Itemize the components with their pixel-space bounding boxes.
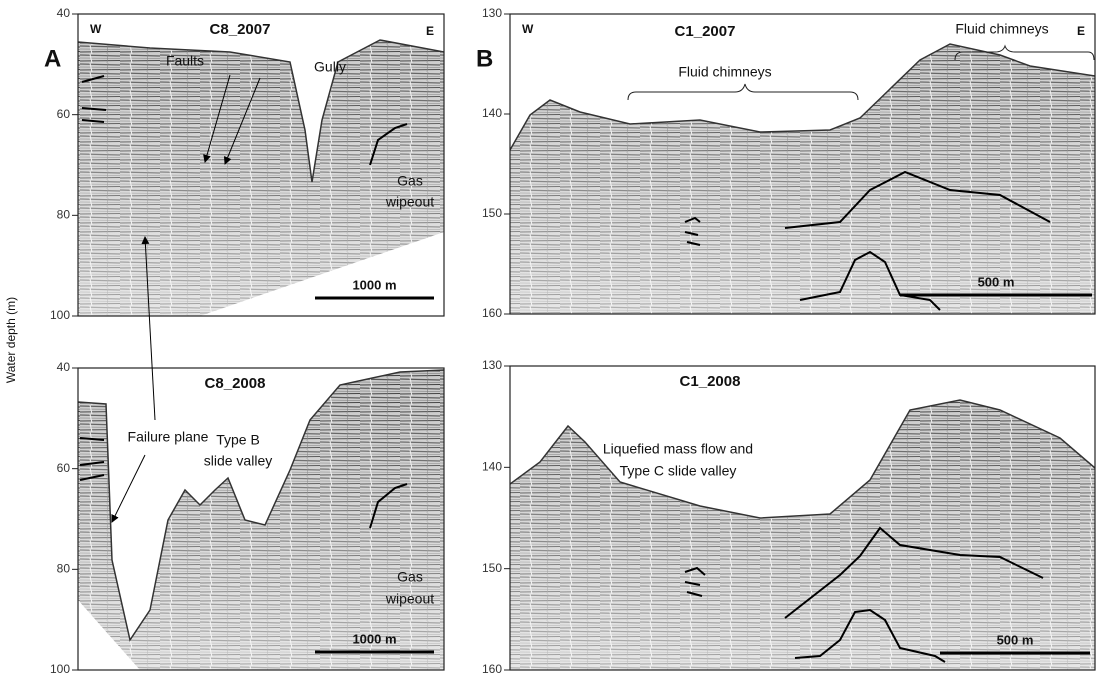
panel-letter: A <box>44 45 61 72</box>
seismic-image <box>78 366 444 670</box>
seismic-image <box>78 12 444 316</box>
y-tick-label: 80 <box>57 562 71 576</box>
annotation: Fluid chimneys <box>678 64 771 80</box>
profile-title: C1_2007 <box>675 23 736 40</box>
y-tick-label: 100 <box>50 308 70 322</box>
direction-east: E <box>426 24 434 38</box>
direction-east: E <box>1077 24 1085 38</box>
annotation: wipeout <box>385 194 434 210</box>
panel: 40 60 80 100 C8_2008 Failure plane Type B slide… <box>50 360 444 674</box>
panel: 40 60 80 100 C8_2007 W E Faults Gully Gas wipeout 1… <box>50 6 444 322</box>
y-tick-label: 60 <box>57 107 71 121</box>
annotation: Faults <box>166 53 204 69</box>
y-tick-label: 150 <box>482 561 502 575</box>
y-tick-label: 130 <box>482 358 502 372</box>
annotation: Gas <box>397 569 423 585</box>
y-tick-label: 140 <box>482 460 502 474</box>
y-tick-label: 60 <box>57 461 71 475</box>
y-tick-label: 100 <box>50 662 70 674</box>
y-tick-label: 130 <box>482 6 502 20</box>
direction-west: W <box>90 22 102 36</box>
panel: 130 140 150 160 C1_2008 Liquefied mass flow a… <box>482 358 1095 674</box>
y-tick-label: 40 <box>57 360 71 374</box>
panel: 130 140 150 160 C1_2007 W E Fluid chimneys Fluid… <box>482 6 1095 320</box>
annotation: Gully <box>314 59 346 75</box>
direction-west: W <box>522 22 534 36</box>
annotation: wipeout <box>385 591 434 607</box>
seismic-image <box>510 364 1095 670</box>
y-tick-label: 40 <box>57 6 71 20</box>
scale-bar-label: 1000 m <box>352 277 396 292</box>
panel-letter: B <box>476 45 493 72</box>
scale-bar-label: 1000 m <box>352 631 396 646</box>
annotation: slide valley <box>204 453 272 469</box>
y-tick-label: 160 <box>482 306 502 320</box>
y-tick-label: 140 <box>482 106 502 120</box>
annotation: Type B <box>216 432 260 448</box>
scale-bar-label: 500 m <box>978 274 1015 289</box>
y-tick-label: 160 <box>482 662 502 674</box>
profile-title: C8_2008 <box>205 375 266 392</box>
annotation: Type C slide valley <box>620 463 737 479</box>
figure: A B Water depth (m) 40 60 80 100 C8_2007 W E Fa… <box>0 0 1100 674</box>
annotation: Liquefied mass flow and <box>603 441 753 457</box>
seismic-image <box>510 12 1095 314</box>
annotation: Failure plane <box>128 429 209 445</box>
annotation: Fluid chimneys <box>955 21 1048 37</box>
profile-title: C8_2007 <box>210 21 271 38</box>
scale-bar-label: 500 m <box>997 632 1034 647</box>
y-axis-label: Water depth (m) <box>4 297 18 383</box>
annotation: Gas <box>397 173 423 189</box>
y-tick-label: 80 <box>57 208 71 222</box>
y-tick-label: 150 <box>482 206 502 220</box>
profile-title: C1_2008 <box>680 373 741 390</box>
